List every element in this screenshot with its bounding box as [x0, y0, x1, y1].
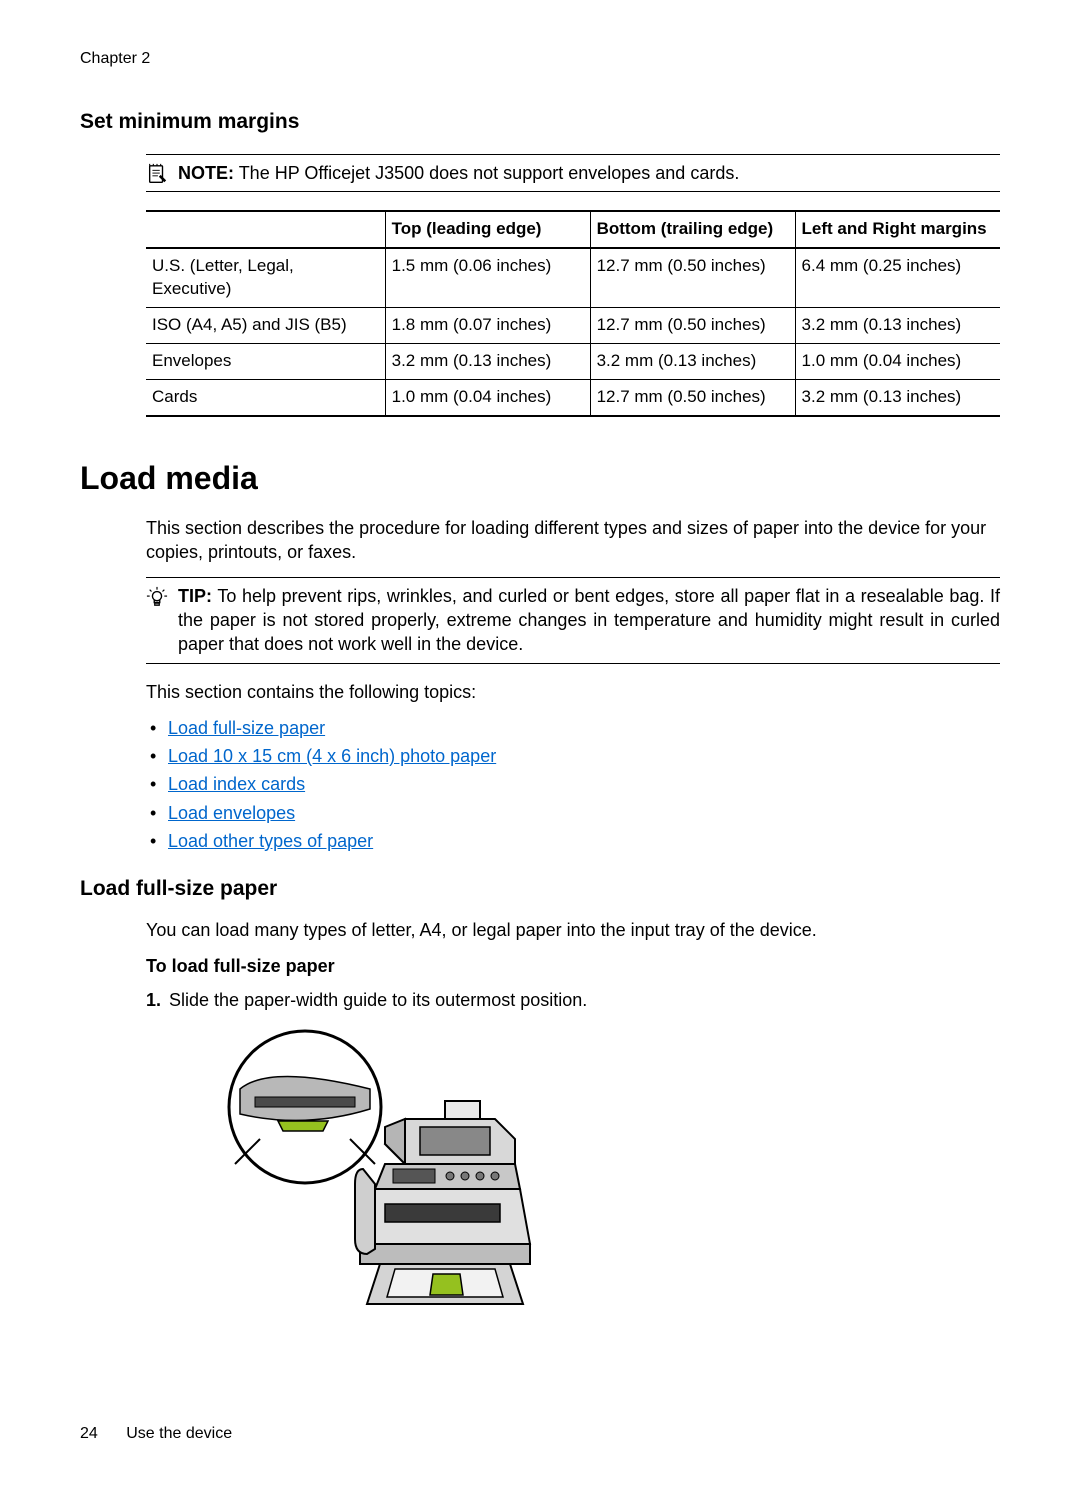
note-text: The HP Officejet J3500 does not support … — [239, 163, 740, 183]
table-row: Envelopes3.2 mm (0.13 inches)3.2 mm (0.1… — [146, 343, 1000, 379]
table-cell: 1.5 mm (0.06 inches) — [385, 248, 590, 307]
table-cell: 3.2 mm (0.13 inches) — [795, 379, 1000, 415]
procedure-heading: To load full-size paper — [146, 954, 1000, 978]
table-cell: 12.7 mm (0.50 inches) — [590, 308, 795, 344]
tip-block: TIP: To help prevent rips, wrinkles, and… — [146, 577, 1000, 664]
table-cell: 12.7 mm (0.50 inches) — [590, 248, 795, 307]
table-header-media — [146, 211, 385, 248]
step-text: Slide the paper-width guide to its outer… — [169, 988, 587, 1012]
topics-intro: This section contains the following topi… — [146, 680, 1000, 704]
topic-link[interactable]: Load full-size paper — [168, 718, 325, 738]
section-heading-margins: Set minimum margins — [80, 108, 1000, 136]
step-number: 1. — [146, 988, 161, 1012]
table-cell: 3.2 mm (0.13 inches) — [590, 343, 795, 379]
table-cell: Cards — [146, 379, 385, 415]
table-cell: 3.2 mm (0.13 inches) — [795, 308, 1000, 344]
topic-list-item: Load index cards — [146, 772, 1000, 796]
printer-diagram — [210, 1029, 570, 1319]
table-body: U.S. (Letter, Legal, Executive)1.5 mm (0… — [146, 248, 1000, 416]
note-block: NOTE: The HP Officejet J3500 does not su… — [146, 154, 1000, 192]
table-cell: 1.0 mm (0.04 inches) — [795, 343, 1000, 379]
table-cell: Envelopes — [146, 343, 385, 379]
table-cell: U.S. (Letter, Legal, Executive) — [146, 248, 385, 307]
topic-list-item: Load envelopes — [146, 801, 1000, 825]
topic-link[interactable]: Load other types of paper — [168, 831, 373, 851]
full-size-intro: You can load many types of letter, A4, o… — [146, 918, 1000, 942]
chapter-header: Chapter 2 — [80, 48, 1000, 70]
table-cell: 3.2 mm (0.13 inches) — [385, 343, 590, 379]
topic-list-item: Load 10 x 15 cm (4 x 6 inch) photo paper — [146, 744, 1000, 768]
tip-icon — [146, 586, 168, 608]
page-number: 24 — [80, 1423, 98, 1445]
table-cell: 6.4 mm (0.25 inches) — [795, 248, 1000, 307]
table-header-row: Top (leading edge) Bottom (trailing edge… — [146, 211, 1000, 248]
table-header-top: Top (leading edge) — [385, 211, 590, 248]
topic-link[interactable]: Load 10 x 15 cm (4 x 6 inch) photo paper — [168, 746, 496, 766]
note-label: NOTE: — [178, 163, 234, 183]
topic-list-item: Load other types of paper — [146, 829, 1000, 853]
main-heading-load-media: Load media — [80, 457, 1000, 500]
page-footer: 24 Use the device — [80, 1423, 232, 1445]
table-cell: 1.0 mm (0.04 inches) — [385, 379, 590, 415]
topic-link[interactable]: Load envelopes — [168, 803, 295, 823]
margins-table: Top (leading edge) Bottom (trailing edge… — [146, 210, 1000, 417]
table-row: ISO (A4, A5) and JIS (B5)1.8 mm (0.07 in… — [146, 308, 1000, 344]
tip-text: To help prevent rips, wrinkles, and curl… — [178, 586, 1000, 655]
topic-link[interactable]: Load index cards — [168, 774, 305, 794]
sub-heading-full-size: Load full-size paper — [80, 875, 1000, 903]
table-row: Cards1.0 mm (0.04 inches)12.7 mm (0.50 i… — [146, 379, 1000, 415]
table-cell: 12.7 mm (0.50 inches) — [590, 379, 795, 415]
step-1: 1. Slide the paper-width guide to its ou… — [146, 988, 1000, 1012]
load-media-intro: This section describes the procedure for… — [146, 516, 1000, 565]
table-header-bottom: Bottom (trailing edge) — [590, 211, 795, 248]
topic-list: Load full-size paper Load 10 x 15 cm (4 x… — [146, 716, 1000, 853]
table-header-lr: Left and Right margins — [795, 211, 1000, 248]
footer-title: Use the device — [126, 1425, 232, 1442]
note-icon — [146, 163, 168, 185]
tip-label: TIP: — [178, 586, 212, 606]
table-cell: 1.8 mm (0.07 inches) — [385, 308, 590, 344]
topic-list-item: Load full-size paper — [146, 716, 1000, 740]
table-row: U.S. (Letter, Legal, Executive)1.5 mm (0… — [146, 248, 1000, 307]
table-cell: ISO (A4, A5) and JIS (B5) — [146, 308, 385, 344]
